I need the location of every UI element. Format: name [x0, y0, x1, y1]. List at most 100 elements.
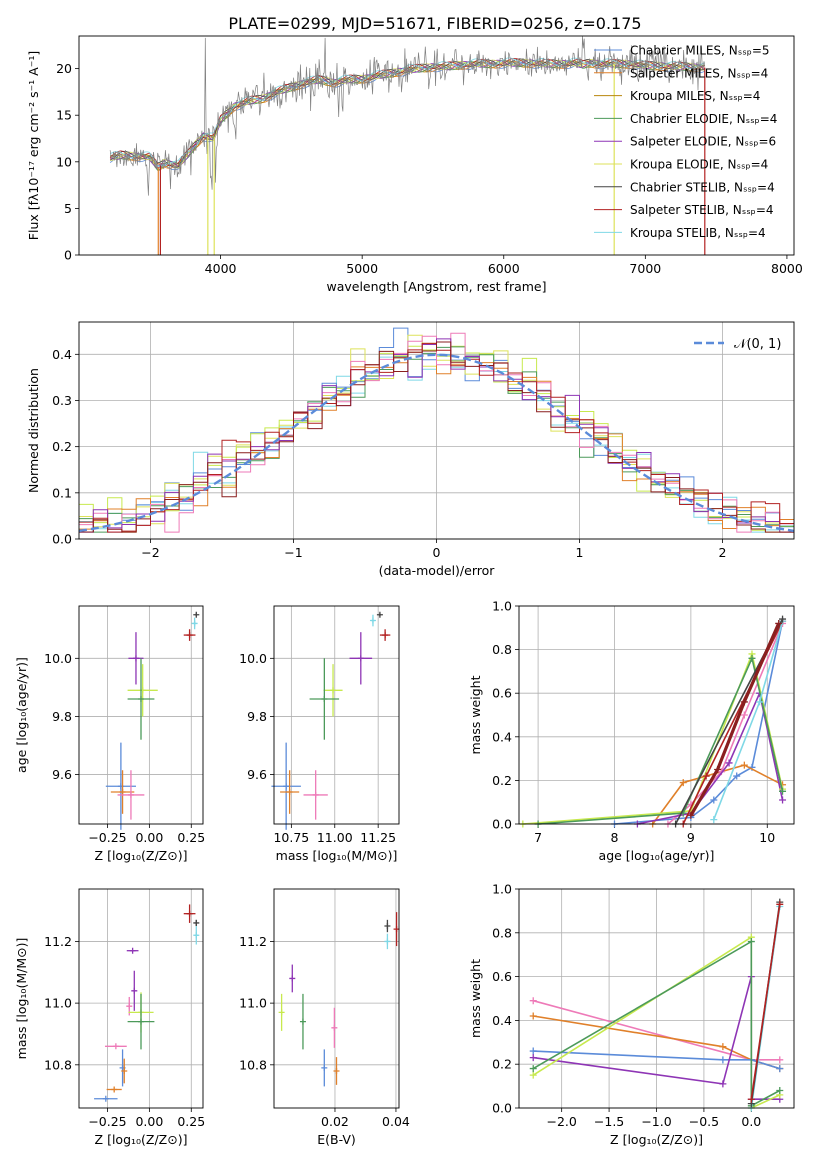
x-axis-label: E(B-V) — [317, 1132, 356, 1147]
massweight-vs-z-panel: −2.0 −1.5 −1.0 −0.5 0.0 0.0 0.2 0.4 0.6 0.8 1.0 Z [… — [468, 882, 795, 1147]
data-point-model — [775, 619, 783, 627]
plot-area — [529, 898, 784, 1112]
data-point-ks — [384, 938, 391, 945]
legend-label-se: Salpeter ELODIE, Nₛₛₚ=6 — [630, 135, 776, 149]
axes-frame — [518, 605, 795, 825]
data-point-cs — [384, 923, 391, 930]
y-tick-label: 10.8 — [44, 1057, 72, 1072]
y-tick-label: 0.2 — [492, 1057, 512, 1072]
data-point-se — [132, 655, 139, 662]
legend-label-ce: Chabrier ELODIE, Nₛₛₚ=4 — [630, 112, 777, 126]
x-tick-label: 4000 — [205, 261, 237, 276]
plot-area — [94, 904, 200, 1102]
data-point-se — [357, 655, 364, 662]
legend-label-km: Kroupa MILES, Nₛₛₚ=4 — [630, 89, 760, 103]
data-point-cm — [710, 796, 718, 804]
data-point-cs — [193, 611, 200, 618]
y-tick-label: 0.3 — [52, 393, 72, 408]
y-tick-label: 5 — [64, 201, 72, 216]
data-point-sm — [286, 789, 293, 796]
legend-label-ke: Kroupa ELODIE, Nₛₛₚ=4 — [630, 158, 768, 172]
series-line-ss — [750, 904, 781, 1100]
data-point-model — [714, 766, 722, 773]
axes-frame — [78, 605, 204, 825]
x-tick-label: 10.75 — [273, 830, 309, 845]
plot-area — [109, 36, 706, 255]
y-tick-label: 0.2 — [492, 773, 512, 788]
data-point-cm — [733, 772, 741, 780]
data-point-se — [289, 975, 296, 982]
data-point-ce — [138, 1018, 144, 1025]
axes-frame — [78, 321, 795, 540]
x-axis-label: (data-model)/error — [379, 563, 496, 578]
x-tick-label: 0.25 — [177, 830, 205, 845]
x-tick-label: 7000 — [629, 261, 661, 276]
data-point-pink — [312, 791, 319, 798]
data-point-ss — [186, 910, 193, 917]
data-point-cm — [776, 1065, 784, 1073]
data-point-lime — [278, 1009, 285, 1016]
x-tick-label: −1.5 — [594, 1114, 624, 1129]
x-tick-label: −1 — [284, 545, 302, 560]
y-tick-label: 1.0 — [492, 882, 512, 897]
data-point-cm — [102, 1095, 109, 1102]
series-line-ce — [538, 655, 784, 825]
y-tick-label: 11.2 — [239, 934, 267, 949]
data-point-ce — [529, 1065, 537, 1073]
data-point-cs — [779, 615, 787, 623]
data-point-ss — [702, 772, 710, 780]
data-point-se — [129, 947, 136, 954]
histogram-model — [79, 341, 794, 533]
data-point-ss — [747, 1095, 755, 1103]
x-tick-label: 6000 — [488, 261, 520, 276]
series-line-lime — [522, 651, 784, 825]
axes-frame — [273, 888, 400, 1109]
y-axis-label: Normed distribution — [26, 368, 41, 493]
plot-area — [271, 611, 391, 830]
data-point-ss — [382, 632, 389, 639]
plot-area — [105, 611, 200, 830]
data-point-cm — [321, 1064, 328, 1071]
y-axis-label: age [log₁₀(age/yr)] — [14, 657, 29, 773]
data-point-cs — [376, 611, 383, 618]
x-tick-label: −2 — [141, 545, 159, 560]
plot-area — [278, 912, 400, 1087]
data-point-ce — [138, 696, 144, 703]
x-tick-label: −2.0 — [546, 1114, 576, 1129]
y-tick-label: 0.6 — [492, 686, 512, 701]
x-tick-label: 10 — [759, 830, 775, 845]
data-point-cm — [719, 1056, 727, 1064]
y-tick-label: 10.8 — [239, 1057, 267, 1072]
plot-area — [78, 327, 795, 533]
x-tick-label: 0.00 — [135, 830, 163, 845]
x-tick-label: −1.0 — [641, 1114, 671, 1129]
data-point-pink — [127, 791, 134, 798]
age-vs-mass-panel: 10.75 11.00 11.25 9.6 9.8 10.0 mass [log₁₀(M/M… — [239, 605, 400, 863]
model-spectrum-se — [109, 59, 706, 169]
data-point-se — [725, 759, 733, 767]
x-tick-label: 1 — [576, 545, 584, 560]
data-point-ks — [191, 620, 198, 627]
y-tick-label: 0 — [64, 248, 72, 263]
x-tick-label: 0 — [433, 545, 441, 560]
y-tick-label: 0.4 — [52, 347, 72, 362]
data-point-se — [529, 1054, 537, 1062]
data-point-model — [740, 698, 748, 706]
data-point-model — [687, 811, 695, 819]
data-point-ss — [776, 900, 784, 908]
data-point-ks — [756, 698, 764, 706]
data-point-ks — [369, 617, 376, 624]
data-point-se — [719, 1080, 727, 1088]
data-point-sm — [111, 1086, 118, 1093]
y-tick-label: 9.6 — [247, 767, 267, 782]
x-tick-label: 0.04 — [382, 1114, 410, 1129]
y-tick-label: 0.0 — [492, 1101, 512, 1116]
y-tick-label: 0.0 — [492, 817, 512, 832]
spectrum-panel: 4000 5000 6000 7000 8000 0 5 10 15 20 wavelength [… — [26, 35, 803, 294]
y-tick-label: 10.0 — [239, 651, 267, 666]
data-point-pink — [529, 997, 537, 1005]
data-point-sm — [529, 1012, 537, 1020]
y-axis-label: mass [log₁₀(M/M⊙)] — [14, 938, 29, 1060]
axes-frame — [273, 605, 400, 825]
massweight-vs-age-panel: 7 8 9 10 0.0 0.2 0.4 0.6 0.8 1.0 age [log₁₀(age/yr… — [468, 599, 795, 863]
